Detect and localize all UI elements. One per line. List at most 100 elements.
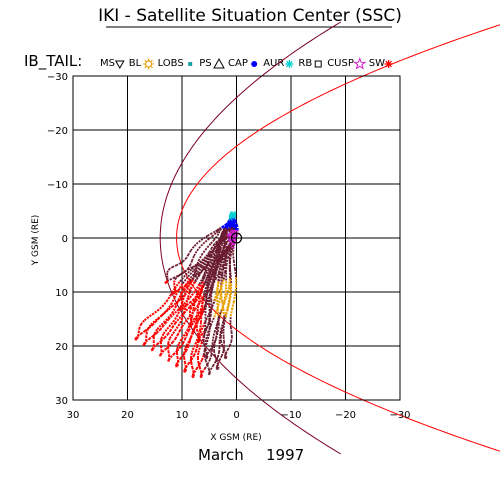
orbit-segment: [169, 319, 176, 326]
orbit-segment: [209, 272, 215, 279]
orbit-segment: [192, 376, 195, 379]
orbit-segment: [196, 317, 201, 323]
orbit-segment: [211, 230, 216, 235]
orbit-segment: [220, 326, 224, 333]
orbit-segment: [156, 328, 161, 334]
orbit-segment: [223, 294, 228, 304]
orbit-segment: [197, 333, 201, 338]
orbit-segment: [173, 292, 176, 295]
orbit-segment: [213, 267, 219, 276]
orbit-segment: [153, 308, 160, 315]
orbit-segment: [221, 321, 225, 328]
orbit-segment: [192, 326, 197, 334]
orbit-segment: [214, 229, 218, 233]
orbit-segment: [218, 240, 222, 246]
orbit-segment: [175, 365, 179, 368]
orbit-segment: [226, 345, 231, 351]
orbit-segment: [190, 323, 193, 326]
orbit-segment: [226, 300, 231, 310]
orbit-segment: [167, 302, 173, 310]
orbit-segment: [196, 303, 200, 312]
orbit-segment: [193, 350, 197, 356]
orbit-segment: [198, 277, 204, 285]
orbit-segment: [199, 241, 206, 248]
orbit-label: IB_TAIL:: [24, 52, 82, 71]
orbit-segment: [228, 233, 233, 238]
orbit-segment: [216, 351, 221, 358]
orbit-segment: [158, 304, 165, 311]
orbit-segment: [217, 230, 221, 235]
orbit-segment: [190, 303, 195, 309]
legend-label: SW: [369, 58, 385, 69]
orbit-segment: [217, 286, 223, 295]
orbit-segment: [148, 335, 154, 340]
orbit-segment: [202, 287, 207, 297]
orbit-segment: [188, 314, 192, 319]
orbit-segment: [222, 308, 226, 316]
orbit-segment: [181, 270, 187, 275]
orbit-segment: [227, 219, 233, 225]
orbit-segment: [180, 298, 183, 302]
orbit-segment: [226, 286, 230, 296]
orbit-segment: [186, 289, 192, 298]
orbit-segment: [159, 320, 166, 327]
orbit-segment: [205, 265, 211, 273]
orbit-segment: [183, 287, 189, 296]
orbit-segment: [219, 244, 224, 250]
orbit-segment: [167, 359, 170, 362]
orbit-segment: [184, 315, 191, 323]
x-tick-label: −30: [389, 410, 410, 421]
orbit-segment: [203, 327, 208, 332]
orbit-segment: [213, 350, 216, 356]
orbit-segment: [181, 276, 189, 285]
orbit-segment: [167, 314, 174, 321]
orbit-segment: [197, 341, 200, 344]
orbit-segment: [231, 229, 234, 233]
orbit-segment: [208, 284, 213, 295]
orbit-segment: [213, 251, 217, 257]
orbit-segment: [176, 330, 181, 336]
orbit-segment: [207, 368, 211, 373]
orbit-segment: [203, 268, 207, 276]
orbit-segment: [222, 260, 227, 269]
orbit-segment: [200, 303, 204, 308]
orbit-segment: [215, 272, 220, 280]
orbit-segment: [186, 281, 190, 285]
orbit-segment: [204, 261, 210, 270]
y-tick-label: −10: [47, 180, 68, 191]
orbit-segment: [169, 326, 174, 332]
orbit-segment: [170, 296, 176, 304]
orbit-segment: [219, 329, 222, 337]
orbit-segment: [188, 337, 192, 343]
orbit-segment: [220, 340, 224, 346]
orbit-segment: [172, 309, 179, 316]
orbit-segment: [187, 250, 192, 255]
orbit-segment: [209, 365, 214, 370]
orbit-segment: [195, 246, 201, 252]
orbit-segment: [183, 285, 189, 291]
orbit-segment: [189, 278, 193, 282]
orbit-segment: [228, 228, 232, 233]
orbit-segment: [202, 275, 205, 282]
orbit-segment: [185, 297, 189, 306]
orbit-segment: [204, 237, 210, 244]
orbit-segment: [169, 277, 174, 281]
orbit-segment: [147, 324, 152, 330]
orbit-segment: [194, 319, 198, 327]
orbit-segment: [149, 320, 156, 326]
orbit-segment: [210, 283, 214, 293]
orbit-segment: [230, 211, 233, 214]
orbit-segment: [201, 354, 205, 361]
orbit-segment: [232, 233, 237, 239]
orbit-segment: [186, 282, 192, 288]
orbit-segment: [172, 305, 177, 313]
y-tick-label: −30: [47, 72, 68, 83]
orbit-segment: [195, 321, 199, 327]
plot-frame: [72, 75, 401, 401]
orbit-segment: [208, 314, 212, 322]
date-month: March: [198, 446, 244, 464]
orbit-segment: [185, 329, 190, 336]
orbit-segment: [172, 264, 178, 268]
triangle-up-icon: [213, 57, 225, 69]
